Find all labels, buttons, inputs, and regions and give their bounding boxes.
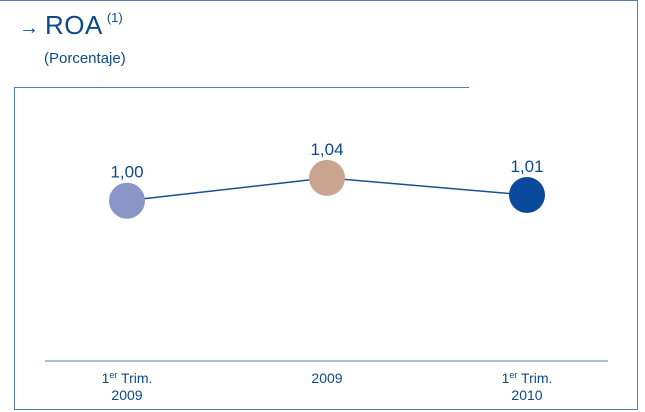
- x-tick-label-line1: 2009: [311, 370, 342, 386]
- frame-left-line: [14, 88, 15, 409]
- x-tick-label: 1er Trim.2009: [102, 370, 153, 403]
- data-point: [509, 177, 545, 213]
- header-underline: [14, 87, 469, 88]
- x-tick-label: 1er Trim.2010: [502, 370, 553, 403]
- title-footnote-marker: (1): [106, 10, 123, 25]
- data-label: 1,01: [510, 157, 543, 176]
- chart-title: ROA: [45, 10, 103, 40]
- data-point: [109, 182, 145, 219]
- chart-header: → ROA (1): [19, 10, 123, 41]
- arrow-right-icon: →: [19, 17, 39, 39]
- data-point: [309, 159, 345, 196]
- chart-subtitle: (Porcentaje): [44, 50, 126, 67]
- x-tick-label-line2: 2010: [511, 387, 542, 403]
- data-label: 1,00: [110, 163, 143, 182]
- frame-top-line: [0, 0, 638, 1]
- x-tick-label-line1: 1er Trim.: [502, 370, 553, 386]
- data-label: 1,04: [310, 140, 343, 159]
- x-tick-label-line2: 2009: [111, 387, 142, 403]
- frame-right-line: [637, 0, 638, 410]
- x-tick-label: 2009: [311, 370, 342, 386]
- x-tick-label-line1: 1er Trim.: [102, 370, 153, 386]
- frame-bottom-line: [14, 409, 638, 410]
